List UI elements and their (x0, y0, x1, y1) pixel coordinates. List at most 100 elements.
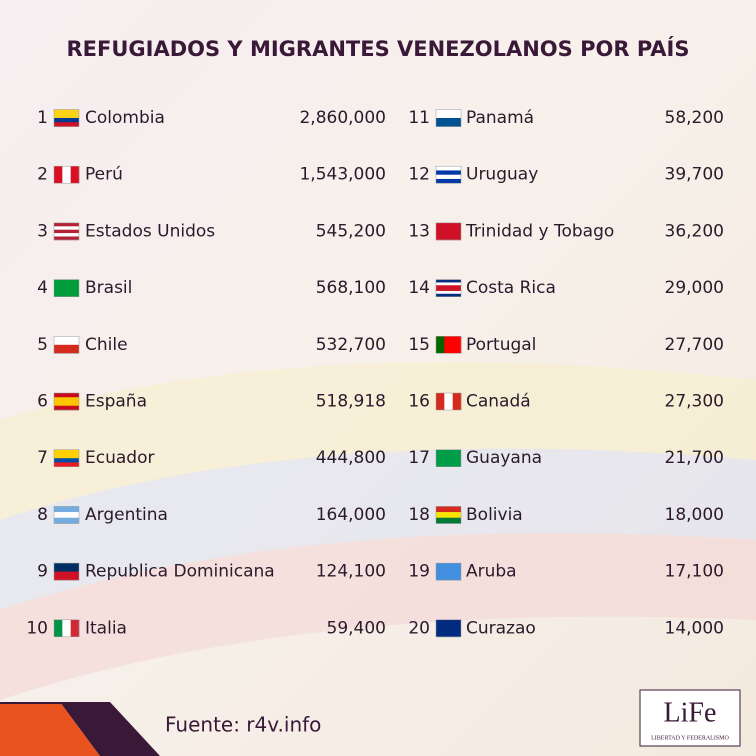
flag-stripe (54, 233, 79, 237)
rank: 16 (408, 392, 430, 412)
value: 532,700 (316, 335, 386, 355)
corner-accent (0, 702, 100, 756)
rank: 3 (37, 221, 48, 241)
flag-stripe (54, 449, 79, 455)
flag-border (53, 619, 80, 638)
rank: 7 (37, 448, 48, 468)
flag-border (53, 279, 80, 297)
country: Costa Rica (466, 278, 556, 298)
country: Trinidad y Tobago (465, 221, 614, 241)
rank: 12 (408, 165, 430, 185)
bg-flag-band (0, 362, 756, 520)
flag-stripe (436, 178, 461, 184)
flag-stripe (54, 453, 79, 459)
flag-stripe (54, 229, 79, 234)
logo: LiFe (664, 697, 717, 728)
flag-border (435, 279, 462, 297)
bg-flag-band (0, 533, 756, 700)
flag-stripe (62, 166, 71, 184)
flag-stripe (54, 122, 79, 127)
table: 1 Colombia 2,860,000 2 Perú 1,543,000 3 Estados… (26, 108, 724, 638)
flag-stripe (54, 113, 79, 119)
flag-stripe (54, 571, 79, 581)
flag-border (435, 506, 462, 524)
rank: 1 (37, 108, 48, 128)
value: 545,200 (316, 221, 386, 241)
flag-stripe (436, 336, 445, 354)
flag-stripe (436, 517, 461, 524)
flag-stripe (444, 393, 453, 410)
flag-stripe (436, 512, 461, 519)
country: Portugal (466, 335, 536, 355)
value: 39,700 (665, 165, 724, 185)
rank: 15 (408, 335, 430, 355)
value: 29,000 (665, 278, 724, 298)
flag-stripe (54, 109, 79, 115)
flag-stripe (436, 563, 461, 581)
value: 18,000 (665, 505, 724, 525)
corner-line (0, 702, 110, 704)
flag-border (435, 109, 462, 127)
flag-stripe (54, 393, 79, 398)
flag-stripe (436, 290, 461, 295)
country: Aruba (466, 562, 517, 582)
flag-stripe (436, 506, 461, 513)
flag-stripe (436, 293, 461, 297)
value: 14,000 (665, 618, 724, 638)
rank: 18 (408, 505, 430, 525)
country: España (85, 392, 147, 412)
flag-stripe (54, 506, 79, 513)
country: Argentina (85, 505, 168, 525)
country: Panamá (466, 108, 534, 128)
bg-flag-band (0, 448, 756, 610)
rank: 14 (408, 278, 430, 298)
flag-stripe (436, 170, 461, 175)
value: 17,100 (665, 562, 724, 582)
country: Guayana (466, 448, 542, 468)
value: 21,700 (665, 448, 724, 468)
flag-border (53, 109, 80, 127)
flag-stripe (54, 279, 79, 297)
rank: 6 (37, 392, 48, 412)
flag-stripe (54, 619, 63, 637)
flag-stripe (436, 166, 461, 171)
value: 1,543,000 (299, 165, 386, 185)
flag-stripe (70, 619, 80, 637)
flag-stripe (452, 393, 462, 410)
value: 568,100 (316, 278, 386, 298)
rank: 13 (408, 221, 430, 241)
source: Fuente: r4v.info (165, 713, 321, 737)
flag-border (53, 449, 80, 467)
country: Colombia (85, 108, 165, 128)
value: 518,918 (316, 392, 386, 412)
value: 36,200 (665, 221, 724, 241)
flag-stripe (54, 236, 79, 241)
country: Ecuador (85, 448, 154, 468)
value: 27,700 (665, 335, 724, 355)
flag-stripe (54, 118, 79, 123)
flag-stripe (70, 166, 80, 184)
rank: 11 (408, 108, 430, 128)
corner-accent (60, 702, 160, 756)
value: 444,800 (316, 448, 386, 468)
flag-stripe (436, 282, 461, 286)
flag-border (53, 392, 80, 411)
flag-stripe (436, 222, 461, 241)
rank: 9 (37, 562, 48, 582)
rank: 17 (408, 448, 430, 468)
flag-stripe (436, 619, 461, 638)
flag-border (53, 165, 80, 184)
flag-stripe (436, 393, 445, 410)
flag-border (53, 562, 80, 581)
country: Bolivia (466, 505, 523, 525)
country: Brasil (85, 278, 132, 298)
flag-stripe (54, 222, 79, 227)
flag-border (53, 506, 80, 524)
value: 2,860,000 (299, 108, 386, 128)
country: Curazao (466, 618, 536, 638)
country: Italia (85, 618, 127, 638)
flag-border (435, 336, 462, 354)
flag-stripe (54, 405, 79, 411)
flag-stripe (54, 401, 79, 407)
